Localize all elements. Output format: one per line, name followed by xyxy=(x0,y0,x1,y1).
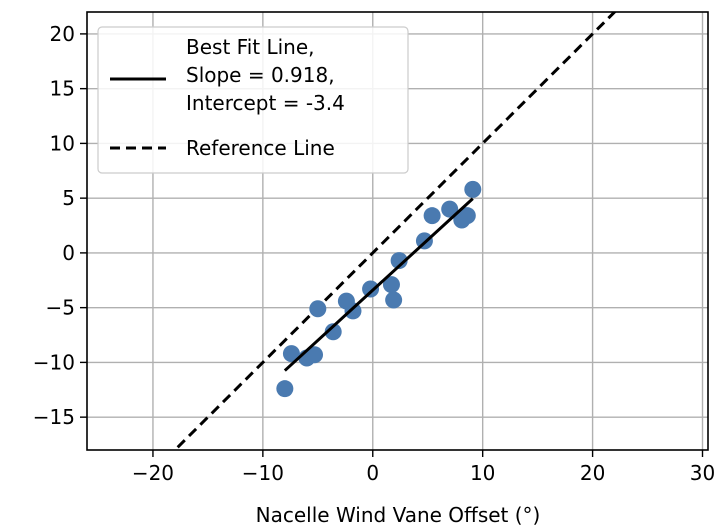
y-tick-label: −5 xyxy=(46,296,75,320)
legend-reference-label: Reference Line xyxy=(186,136,335,160)
y-tick-label: −15 xyxy=(33,405,75,429)
x-tick-label: 10 xyxy=(470,461,495,485)
data-point xyxy=(441,200,459,218)
data-point xyxy=(282,345,300,363)
reference-line xyxy=(172,12,617,450)
data-point xyxy=(276,380,294,398)
x-tick-label: −10 xyxy=(242,461,284,485)
y-tick-label: −10 xyxy=(33,350,75,374)
x-tick-label: 20 xyxy=(580,461,605,485)
data-point xyxy=(423,207,441,225)
best-fit-line-path xyxy=(283,197,474,372)
legend-best-fit-label-3: Intercept = -3.4 xyxy=(186,91,345,115)
y-tick-label: 10 xyxy=(50,131,75,155)
data-point xyxy=(309,300,327,318)
best-fit-line xyxy=(283,197,474,372)
data-point xyxy=(324,323,342,341)
legend-best-fit-label-1: Best Fit Line, xyxy=(186,35,315,59)
x-tick-label: 0 xyxy=(366,461,379,485)
data-point xyxy=(385,291,403,309)
legend: Best Fit Line, Slope = 0.918, Intercept … xyxy=(97,26,409,174)
data-point xyxy=(306,346,324,364)
axes-frame xyxy=(86,11,709,451)
data-point xyxy=(458,207,476,225)
data-points xyxy=(276,180,482,398)
y-tick-label: 20 xyxy=(50,22,75,46)
reference-line-path xyxy=(172,12,617,450)
y-tick-label: 5 xyxy=(62,186,75,210)
x-tick-label: 30 xyxy=(690,461,715,485)
plot-frame xyxy=(86,11,709,451)
data-point xyxy=(362,280,380,298)
legend-best-fit-label-2: Slope = 0.918, xyxy=(186,63,335,87)
data-point xyxy=(382,276,400,294)
x-tick-label: −20 xyxy=(132,461,174,485)
data-point xyxy=(344,302,362,320)
x-axis-label: Nacelle Wind Vane Offset (°) xyxy=(256,503,541,527)
data-point xyxy=(390,252,408,270)
y-tick-label: 0 xyxy=(62,241,75,265)
data-point xyxy=(464,180,482,198)
axis-ticks: −20 −10 0 10 20 30 −15 −10 −5 0 5 10 15 20 xyxy=(33,22,715,485)
y-tick-label: 15 xyxy=(50,77,75,101)
legend-box xyxy=(97,26,409,174)
